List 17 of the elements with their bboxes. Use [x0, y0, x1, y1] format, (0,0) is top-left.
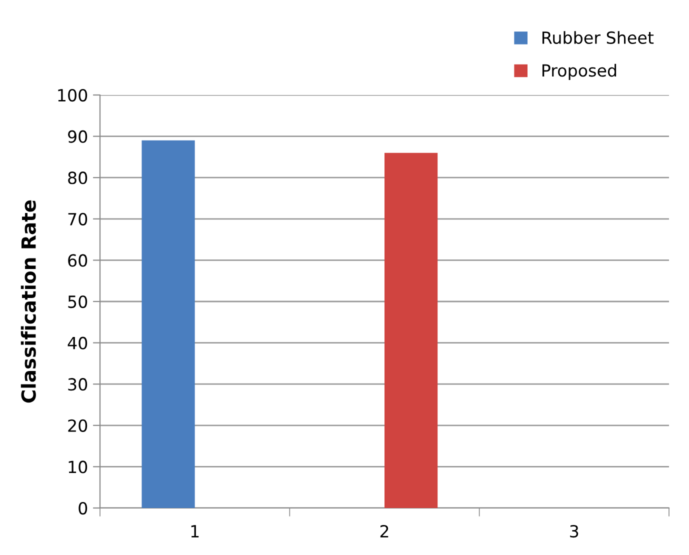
legend-label: Proposed — [542, 64, 616, 80]
y-tick-label: 0 — [78, 502, 88, 515]
y-tick-label: 10 — [68, 460, 88, 474]
y-tick-label: 90 — [68, 130, 88, 143]
y-tick-label: 100 — [58, 88, 88, 102]
y-tick-label: 20 — [68, 419, 88, 432]
y-tick-label: 30 — [68, 378, 88, 391]
y-axis-title: Classification Rate — [20, 200, 36, 403]
x-tick-label: 2 — [380, 524, 388, 538]
y-tick-label: 70 — [68, 212, 88, 226]
y-tick-label: 60 — [68, 254, 88, 267]
y-tick-label: 40 — [68, 336, 88, 350]
legend-label: Rubber Sheet — [542, 31, 654, 44]
y-tick-label: 50 — [68, 295, 88, 308]
x-tick-label: 3 — [570, 524, 578, 538]
x-tick-label: 1 — [191, 525, 199, 538]
y-tick-label: 80 — [68, 172, 88, 184]
